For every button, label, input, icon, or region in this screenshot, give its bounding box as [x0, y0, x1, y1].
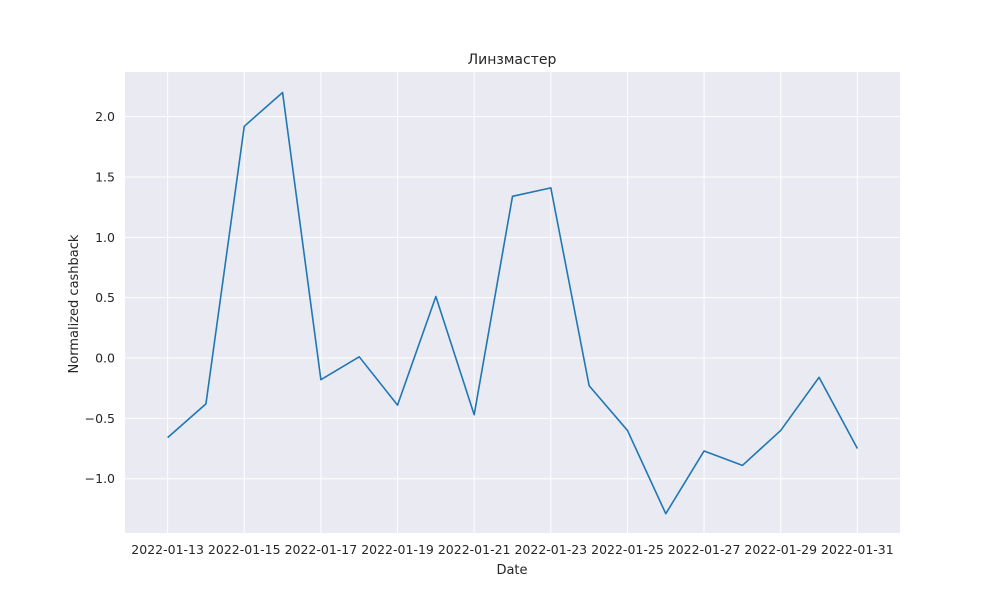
- x-tick-labels: 2022-01-13 2022-01-15 2022-01-17 2022-01-19…: [131, 542, 893, 557]
- y-tick-label: −1.0: [85, 471, 115, 486]
- y-tick-label: 0.5: [95, 290, 115, 305]
- y-axis-label: Normalized cashback: [67, 234, 82, 373]
- plot-area: [125, 72, 900, 533]
- y-tick-label: 0.0: [95, 351, 115, 366]
- x-tick-label: 2022-01-19: [361, 542, 434, 557]
- x-tick-label: 2022-01-23: [514, 542, 587, 557]
- x-tick-label: 2022-01-13: [131, 542, 204, 557]
- y-tick-label: −0.5: [85, 411, 115, 426]
- x-tick-label: 2022-01-31: [821, 542, 894, 557]
- y-tick-label: 2.0: [95, 109, 115, 124]
- x-axis-label: Date: [496, 563, 527, 578]
- x-gridlines: [167, 72, 858, 533]
- x-tick-label: 2022-01-21: [438, 542, 511, 557]
- chart-title: Линзмастер: [468, 52, 557, 68]
- series-line: [167, 91, 859, 515]
- x-tick-label: 2022-01-15: [208, 542, 281, 557]
- x-tick-label: 2022-01-17: [285, 542, 358, 557]
- y-tick-label: 1.5: [95, 169, 115, 184]
- x-tick-label: 2022-01-29: [744, 542, 817, 557]
- x-tick-label: 2022-01-25: [591, 542, 664, 557]
- y-tick-labels: 2.0 1.5 1.0 0.5 0.0 −0.5 −1.0: [85, 109, 115, 486]
- x-tick-label: 2022-01-27: [668, 542, 741, 557]
- y-tick-label: 1.0: [95, 230, 115, 245]
